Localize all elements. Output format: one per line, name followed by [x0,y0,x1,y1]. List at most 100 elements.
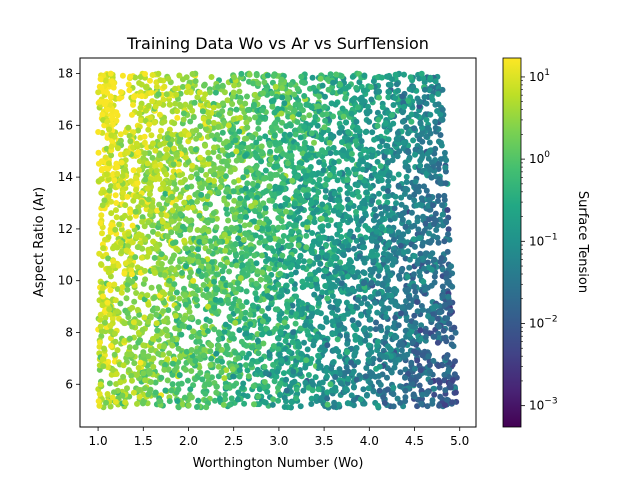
scatter-point [388,369,395,376]
scatter-point [431,391,438,398]
scatter-point [187,357,194,364]
scatter-point [349,268,356,275]
scatter-point [230,188,237,195]
scatter-point [238,156,245,163]
scatter-point [150,238,157,245]
scatter-point [374,309,381,316]
scatter-point [418,322,425,329]
scatter-point [426,362,433,368]
scatter-point [297,252,304,259]
scatter-point [181,394,188,401]
scatter-point [95,129,102,135]
scatter-point [351,95,358,102]
scatter-point [354,104,361,111]
scatter-point [307,271,314,278]
scatter-point [385,277,391,284]
scatter-point [352,349,359,356]
scatter-point [366,118,373,125]
scatter-point [114,170,121,177]
scatter-point [141,139,148,146]
scatter-point [407,74,414,81]
scatter-point [228,395,235,402]
scatter-point [183,263,189,270]
scatter-point [442,218,449,225]
scatter-point [246,71,253,78]
scatter-point [153,244,160,251]
scatter-point [156,111,163,118]
scatter-point [254,194,261,201]
scatter-point [281,100,288,107]
scatter-point [196,238,203,245]
scatter-point [171,120,178,127]
scatter-point [363,154,370,161]
scatter-point [201,352,207,359]
scatter-point [272,325,279,332]
scatter-point [110,367,116,373]
scatter-point [171,367,178,374]
scatter-point [308,395,315,402]
scatter-point [409,380,416,387]
scatter-point [102,236,108,243]
scatter-point [336,298,342,305]
scatter-point [446,320,453,327]
scatter-point [180,110,187,117]
scatter-point [168,155,175,162]
scatter-point [426,197,432,203]
scatter-point [156,133,163,140]
scatter-point [348,110,355,117]
scatter-point [124,385,130,392]
scatter-point [411,191,418,198]
scatter-point [115,262,122,269]
scatter-point [137,104,144,111]
scatter-point [442,301,449,308]
scatter-point [319,379,326,386]
scatter-point [416,382,423,389]
scatter-point [125,230,132,237]
scatter-point [236,88,243,95]
scatter-point [231,246,238,253]
scatter-point [312,374,319,381]
scatter-point [412,320,419,327]
scatter-point [259,331,265,338]
scatter-point [200,115,207,122]
scatter-point [203,286,210,293]
scatter-point [319,223,326,230]
scatter-point [377,204,384,210]
scatter-point [135,204,142,211]
scatter-point [164,356,171,363]
scatter-point [336,170,343,177]
scatter-point [272,154,279,161]
scatter-point [266,197,273,204]
scatter-point [164,377,171,384]
scatter-point [334,177,341,184]
scatter-point [338,234,345,240]
scatter-point [233,262,240,269]
scatter-point [99,302,106,309]
scatter-point [177,179,184,186]
scatter-point [173,271,180,278]
scatter-point [365,308,372,315]
scatter-point [130,389,137,396]
scatter-point [112,226,119,233]
scatter-point [129,304,136,311]
scatter-point [183,74,190,81]
scatter-point [293,217,300,224]
scatter-point [293,293,300,300]
scatter-point [336,226,343,233]
scatter-point [355,161,362,168]
scatter-point [235,285,242,292]
scatter-point [349,286,356,293]
scatter-point [259,308,265,314]
scatter-point [255,80,262,87]
scatter-point [356,204,363,211]
scatter-point [313,393,320,400]
scatter-point [400,231,407,238]
scatter-point [231,214,238,221]
scatter-point [305,372,312,378]
scatter-point [280,224,287,231]
scatter-point [316,176,323,183]
scatter-point [238,338,245,345]
scatter-point [345,246,352,253]
scatter-point [137,359,144,366]
scatter-point [96,98,103,105]
